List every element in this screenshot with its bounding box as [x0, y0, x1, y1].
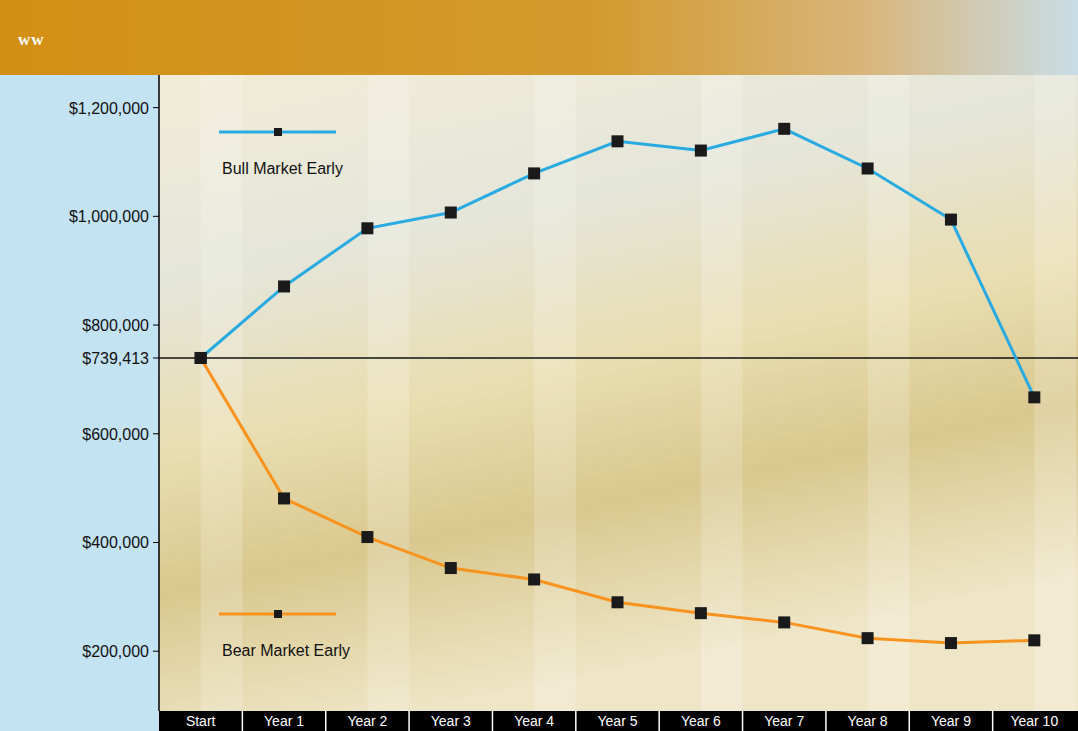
- category-separator: [658, 711, 660, 731]
- band: [367, 75, 409, 711]
- point: [778, 616, 790, 628]
- category-bar: [159, 711, 1078, 731]
- x-tick-label: Year 5: [598, 713, 638, 729]
- point: [195, 352, 207, 364]
- axis-panel: [0, 75, 159, 731]
- y-tick: [153, 542, 159, 543]
- point: [612, 596, 624, 608]
- category-separator: [575, 711, 577, 731]
- category-separator: [742, 711, 744, 731]
- y-tick: [153, 651, 159, 652]
- category-separator: [992, 711, 994, 731]
- header: [0, 0, 1078, 75]
- x-tick-label: Year 1: [264, 713, 304, 729]
- plot-background: [159, 75, 1078, 711]
- series-group: [195, 123, 1041, 649]
- point: [695, 607, 707, 619]
- x-tick-label: Year 3: [431, 713, 471, 729]
- point: [195, 352, 207, 364]
- category-separator: [909, 711, 911, 731]
- x-tick-label: Year 7: [764, 713, 804, 729]
- category-separator: [492, 711, 494, 731]
- y-tick: [153, 107, 159, 108]
- x-tick-label: Year 4: [514, 713, 554, 729]
- point: [862, 162, 874, 174]
- y-tick-label: $400,000: [82, 534, 149, 551]
- point: [361, 222, 373, 234]
- series-line: [201, 358, 1035, 643]
- point: [361, 531, 373, 543]
- y-tick-label: $600,000: [82, 426, 149, 443]
- category-separator: [242, 711, 244, 731]
- point: [1028, 634, 1040, 646]
- chart: ww $200,000 $400,000 $600,000 $739,413 $800,0…: [0, 0, 1078, 731]
- point: [445, 562, 457, 574]
- x-tick-label: Year 10: [1010, 713, 1058, 729]
- category-separator: [825, 711, 827, 731]
- point: [278, 280, 290, 292]
- category-separator: [325, 711, 327, 731]
- reference-line: [159, 357, 1078, 359]
- series-line: [201, 129, 1035, 398]
- point: [1028, 391, 1040, 403]
- legend-marker: [274, 128, 282, 136]
- y-tick-label: $1,000,000: [69, 208, 149, 225]
- point: [778, 123, 790, 135]
- legend-label: Bull Market Early: [222, 160, 343, 177]
- y-tick: [153, 325, 159, 326]
- point: [528, 167, 540, 179]
- point: [695, 145, 707, 157]
- y-tick: [153, 433, 159, 434]
- y-tick: [153, 357, 159, 358]
- y-axis-line: [158, 75, 160, 711]
- point: [445, 207, 457, 219]
- point: [945, 637, 957, 649]
- point: [278, 492, 290, 504]
- title: ww: [18, 30, 45, 49]
- x-tick-label: Year 6: [681, 713, 721, 729]
- x-tick-label: Year 8: [848, 713, 888, 729]
- y-tick-label: $1,200,000: [69, 100, 149, 117]
- y-tick-label: $800,000: [82, 317, 149, 334]
- band: [1034, 75, 1076, 711]
- point: [528, 573, 540, 585]
- band: [868, 75, 910, 711]
- legend-marker: [274, 610, 282, 618]
- category-separator: [408, 711, 410, 731]
- point: [612, 135, 624, 147]
- point: [945, 214, 957, 226]
- point: [862, 632, 874, 644]
- x-tick-label: Year 9: [931, 713, 971, 729]
- x-tick-label: Year 2: [347, 713, 387, 729]
- y-tick: [153, 216, 159, 217]
- y-tick-label: $200,000: [82, 643, 149, 660]
- y-tick-label: $739,413: [82, 350, 149, 367]
- legend-label: Bear Market Early: [222, 642, 350, 659]
- x-tick-label: Start: [186, 713, 216, 729]
